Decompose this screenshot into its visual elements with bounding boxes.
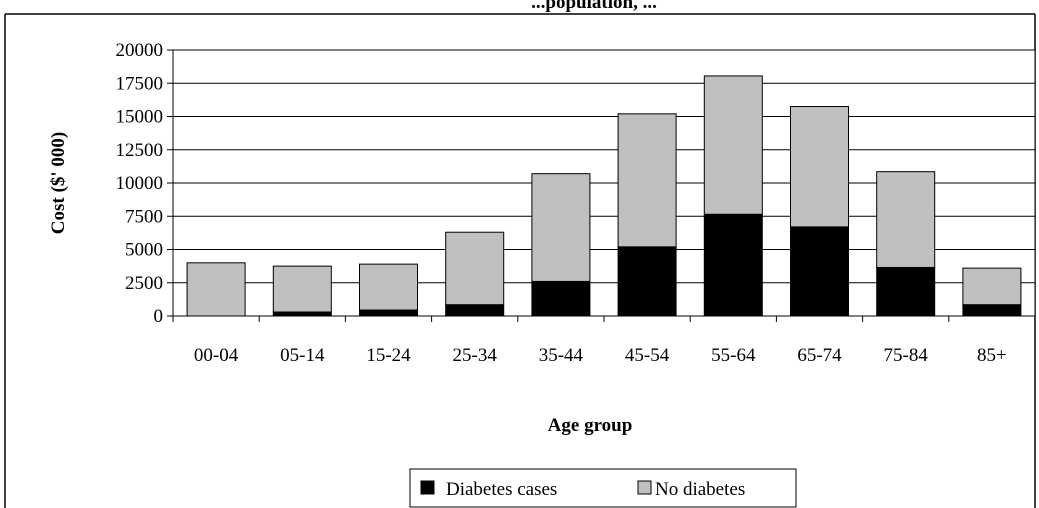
y-tick-label: 15000 [116, 107, 164, 128]
bar-no-diabetes [790, 106, 849, 228]
bar-no-diabetes [272, 265, 332, 313]
bar-diabetes-cases [962, 304, 1022, 317]
y-tick-label: 17500 [116, 73, 164, 94]
bar-no-diabetes [617, 113, 677, 248]
x-tick-label: 65-74 [797, 345, 842, 366]
bar-diabetes-cases [790, 226, 849, 317]
x-tick-label: 15-24 [366, 345, 411, 366]
x-tick-label: 85+ [977, 345, 1007, 366]
chart-title: ...population, ... [531, 0, 657, 13]
bar-no-diabetes [962, 267, 1022, 306]
y-tick-label: 0 [154, 306, 164, 327]
x-tick-label: 75-84 [884, 345, 929, 366]
y-tick-label: 20000 [116, 40, 164, 61]
bar-diabetes-cases [445, 304, 505, 317]
bar-no-diabetes [359, 263, 418, 311]
legend-label-no-diabetes: No diabetes [655, 479, 745, 500]
bars [186, 75, 1022, 317]
y-tick-label: 7500 [125, 206, 163, 227]
x-tick-marks [172, 316, 1036, 322]
legend-swatch-no-diabetes [637, 480, 652, 495]
x-tick-label: 25-34 [453, 345, 498, 366]
x-tick-label: 00-04 [194, 345, 239, 366]
x-tick-labels: 00-04 05-14 15-24 25-34 35-44 45-54 55-64 65-74… [194, 345, 1007, 366]
y-tick-label: 10000 [116, 173, 164, 194]
bar-diabetes-cases [617, 246, 677, 317]
bar-no-diabetes [186, 262, 246, 317]
legend-swatch-diabetes [420, 480, 435, 495]
y-tick-label: 2500 [125, 273, 163, 294]
bar-diabetes-cases [876, 266, 936, 317]
x-axis-title: Age group [548, 415, 633, 436]
x-tick-label: 05-14 [280, 345, 325, 366]
bar-no-diabetes [703, 75, 763, 215]
bar-diabetes-cases [703, 213, 763, 317]
y-tick-label: 12500 [116, 140, 164, 161]
y-tick-labels: 0 2500 5000 7500 10000 12500 15000 17500 20000 [116, 40, 164, 327]
y-tick-label: 5000 [125, 240, 163, 261]
x-tick-label: 55-64 [711, 345, 756, 366]
x-tick-label: 45-54 [625, 345, 670, 366]
bar-diabetes-cases [272, 311, 332, 317]
legend-label-diabetes: Diabetes cases [446, 479, 557, 500]
bar-no-diabetes [445, 231, 505, 306]
x-tick-label: 35-44 [539, 345, 584, 366]
bar-diabetes-cases [531, 280, 591, 317]
bar-no-diabetes [876, 171, 936, 268]
y-axis-title: Cost ($' 000) [48, 132, 69, 234]
bar-diabetes-cases [359, 309, 418, 317]
bar-no-diabetes [531, 173, 591, 282]
legend-box [409, 468, 797, 508]
